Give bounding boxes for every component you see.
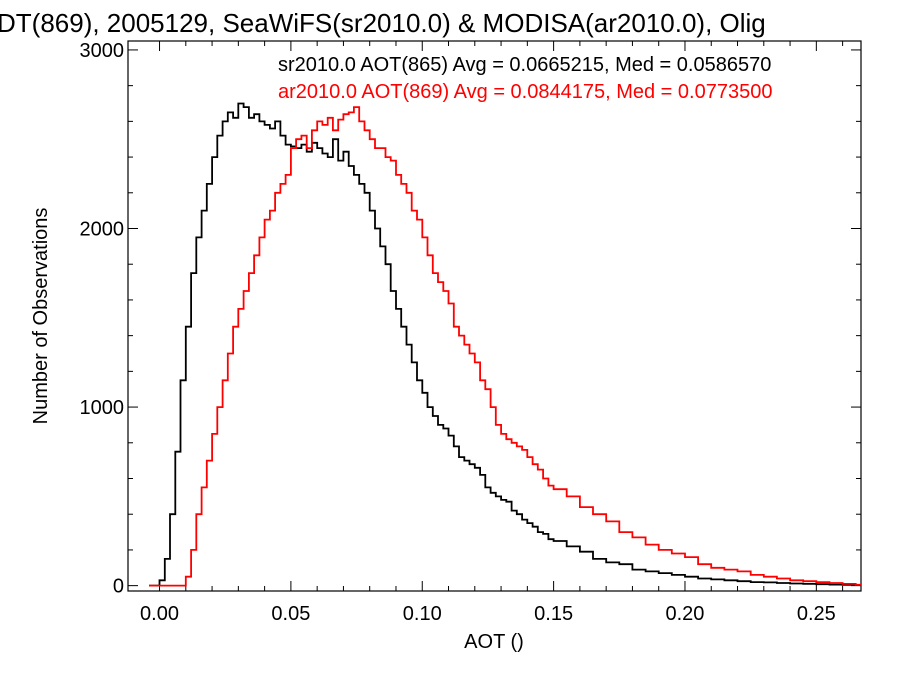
series-line-1 bbox=[149, 106, 861, 587]
series-line-0 bbox=[149, 102, 861, 587]
x-tick-label: 0.10 bbox=[403, 603, 442, 625]
x-tick-label: 0.15 bbox=[534, 603, 573, 625]
y-axis-label: Number of Observations bbox=[30, 208, 52, 425]
x-tick-label: 0.25 bbox=[797, 603, 836, 625]
x-axis-label: AOT () bbox=[464, 631, 524, 653]
y-tick-label: 2000 bbox=[80, 219, 125, 241]
legend-entry-red: ar2010.0 AOT(869) Avg = 0.0844175, Med =… bbox=[278, 81, 772, 103]
y-axis-ticks: 0 1000 2000 3000 bbox=[80, 40, 861, 598]
y-tick-label: 1000 bbox=[80, 397, 125, 419]
y-tick-label: 3000 bbox=[80, 40, 125, 62]
x-tick-label: 0.20 bbox=[666, 603, 705, 625]
plot-frame bbox=[127, 40, 862, 592]
x-tick-label: 0.05 bbox=[271, 603, 310, 625]
x-tick-label: 0.00 bbox=[140, 603, 179, 625]
chart-title: DT(869), 2005129, SeaWiFS(sr2010.0) & MO… bbox=[0, 8, 766, 38]
series-layer bbox=[149, 102, 861, 587]
y-tick-label: 0 bbox=[113, 576, 124, 598]
legend-entry-black: sr2010.0 AOT(865) Avg = 0.0665215, Med =… bbox=[278, 54, 771, 76]
x-axis-ticks: 0.00 0.05 0.10 0.15 0.20 0.25 bbox=[140, 41, 844, 625]
